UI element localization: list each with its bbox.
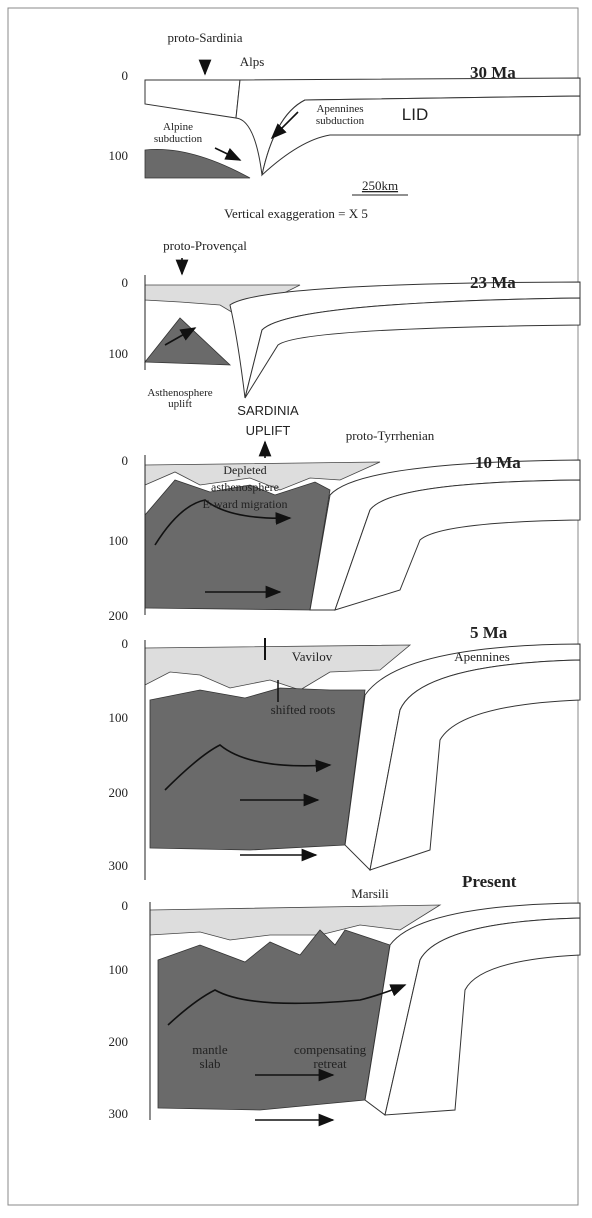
depth-tick-label: 200 [109, 608, 129, 623]
annotation: E-ward migration [203, 497, 288, 511]
depth-tick-label: 100 [109, 346, 129, 361]
annotation: proto-Sardinia [167, 30, 242, 45]
scale-bar-label: 250km [362, 178, 398, 193]
age-label: 23 Ma [470, 273, 516, 292]
depth-tick-label: 0 [122, 636, 129, 651]
annotation: shifted roots [271, 702, 336, 717]
depth-tick-label: 300 [109, 858, 129, 873]
annotation: slab [200, 1056, 221, 1071]
annotation: Vavilov [292, 649, 333, 664]
depth-tick-label: 300 [109, 1106, 129, 1121]
depth-tick-label: 0 [122, 453, 129, 468]
annotation: mantle [192, 1042, 228, 1057]
annotation: Apennines [316, 103, 363, 115]
annotation: Apennines [454, 649, 510, 664]
panel-present [150, 902, 580, 1120]
depth-tick-label: 0 [122, 68, 129, 83]
annotation: SARDINIA [237, 403, 299, 418]
annotation: LID [402, 105, 428, 124]
depth-tick-label: 100 [109, 148, 129, 163]
annotation: subduction [316, 115, 365, 127]
annotation: proto-Tyrrhenian [346, 428, 435, 443]
annotation: UPLIFT [246, 423, 291, 438]
annotation: asthenosphere [211, 480, 279, 494]
annotation: Depleted [223, 463, 266, 477]
depth-tick-label: 200 [109, 1034, 129, 1049]
depth-tick-label: 0 [122, 898, 129, 913]
depth-tick-label: 100 [109, 533, 129, 548]
figure: 30 Ma0100proto-SardiniaAlpsApenninessubd… [0, 0, 592, 1213]
depth-tick-label: 100 [109, 710, 129, 725]
annotation: subduction [154, 133, 203, 145]
annotation: Alpine [163, 121, 193, 133]
annotation: compensating [294, 1042, 367, 1057]
annotation: Alps [240, 54, 265, 69]
panel-5 [145, 638, 580, 880]
age-label: 30 Ma [470, 63, 516, 82]
annotation: uplift [168, 398, 192, 410]
depth-tick-label: 100 [109, 962, 129, 977]
age-label: 5 Ma [470, 623, 508, 642]
age-label: 10 Ma [475, 453, 521, 472]
exaggeration-note: Vertical exaggeration = X 5 [224, 206, 368, 221]
annotation: retreat [313, 1056, 347, 1071]
age-label: Present [462, 872, 517, 891]
depth-tick-label: 0 [122, 275, 129, 290]
annotation: Marsili [351, 886, 389, 901]
depth-tick-label: 200 [109, 785, 129, 800]
annotation: proto-Provençal [163, 238, 247, 253]
